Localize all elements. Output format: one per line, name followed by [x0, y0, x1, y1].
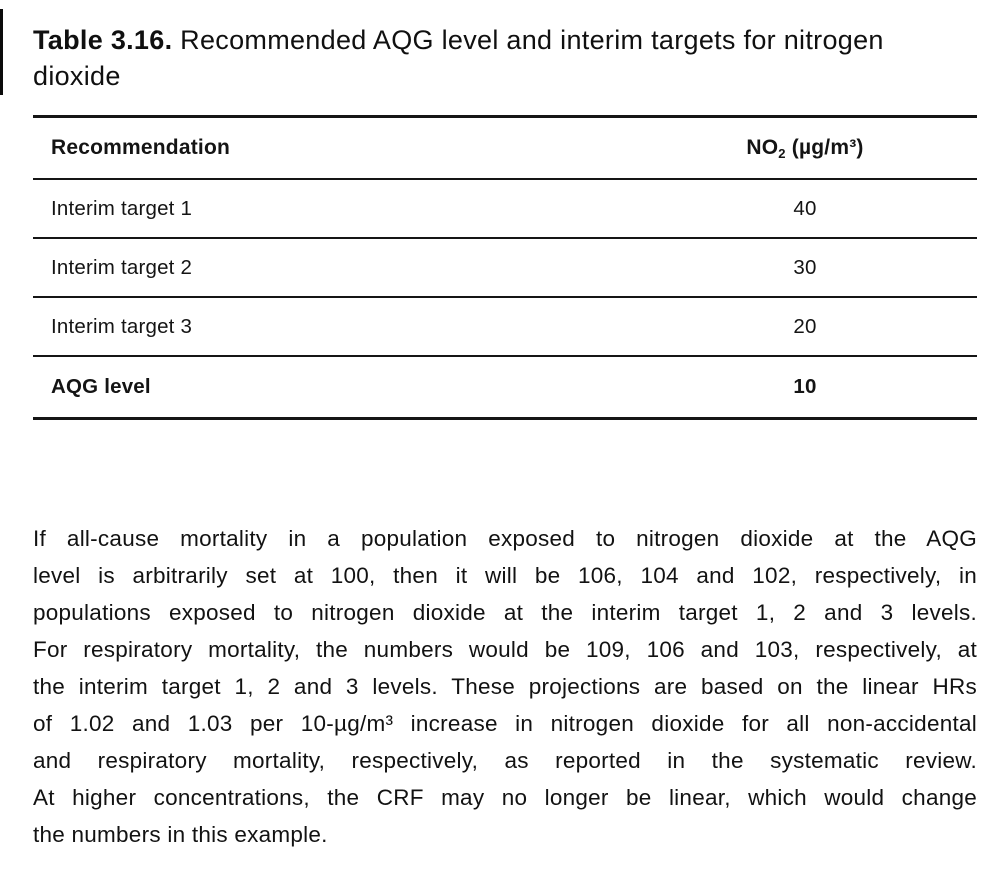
header-no2-concentration: NO2 (µg/m³) [633, 136, 977, 161]
paragraph-line: the numbers in this example. [33, 822, 328, 847]
no2-units: (µg/m³) [785, 135, 864, 159]
table-caption: Table 3.16. Recommended AQG level and in… [33, 22, 933, 94]
header-recommendation: Recommendation [51, 136, 230, 159]
row-label: Interim target 2 [51, 255, 193, 279]
table-row-interim-target-2: Interim target 2 30 [33, 239, 977, 298]
table-row-interim-target-1: Interim target 1 40 [33, 180, 977, 239]
paragraph-line: of 1.02 and 1.03 per 10-µg/m³ increase i… [33, 711, 977, 736]
row-value: 10 [793, 375, 817, 398]
paragraph-line: If all-cause mortality in a population e… [33, 526, 977, 551]
paragraph-line: the interim target 1, 2 and 3 levels. Th… [33, 674, 977, 699]
aqg-table: Recommendation NO2 (µg/m³) Interim targe… [33, 115, 977, 420]
row-label: AQG level [51, 375, 151, 398]
table-row-aqg-level: AQG level 10 [33, 357, 977, 417]
paragraph-line: populations exposed to nitrogen dioxide … [33, 600, 977, 625]
row-value: 40 [793, 196, 817, 220]
row-value: 30 [793, 255, 817, 279]
no2-base: NO [746, 135, 779, 159]
scan-artifact-line [0, 9, 3, 95]
row-value: 20 [793, 314, 817, 338]
table-caption-text: Recommended AQG level and interim target… [33, 25, 884, 91]
no2-subscript: 2 [778, 145, 786, 161]
paragraph-line: At higher concentrations, the CRF may no… [33, 785, 977, 810]
table-header-row: Recommendation NO2 (µg/m³) [33, 118, 977, 180]
row-label: Interim target 1 [51, 196, 193, 220]
page-content: Table 3.16. Recommended AQG level and in… [33, 22, 977, 853]
table-caption-number: Table 3.16. [33, 25, 173, 55]
table-row-interim-target-3: Interim target 3 20 [33, 298, 977, 357]
body-paragraph: If all-cause mortality in a population e… [33, 520, 977, 853]
paragraph-line: and respiratory mortality, respectively,… [33, 748, 977, 773]
paragraph-line: For respiratory mortality, the numbers w… [33, 637, 977, 662]
row-label: Interim target 3 [51, 314, 193, 338]
paragraph-line: level is arbitrarily set at 100, then it… [33, 563, 977, 588]
